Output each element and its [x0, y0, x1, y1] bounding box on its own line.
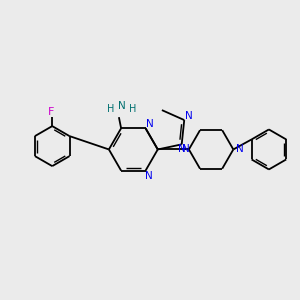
Text: N: N: [236, 144, 244, 154]
Text: F: F: [48, 107, 54, 117]
Text: N: N: [118, 101, 126, 111]
Text: N: N: [178, 144, 186, 154]
Text: N: N: [182, 144, 190, 154]
Text: H: H: [128, 104, 136, 114]
Text: N: N: [185, 111, 193, 121]
Text: N: N: [146, 119, 154, 129]
Text: N: N: [145, 171, 153, 181]
Text: H: H: [107, 104, 115, 114]
